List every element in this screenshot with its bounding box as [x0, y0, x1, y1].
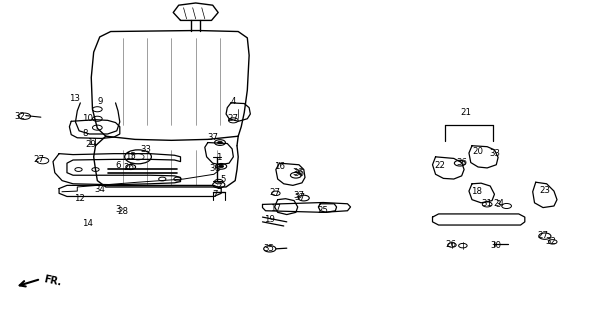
Text: 20: 20 — [473, 147, 484, 156]
Text: 34: 34 — [95, 185, 106, 194]
Text: 27: 27 — [537, 231, 548, 240]
Text: 37: 37 — [207, 133, 218, 142]
Text: 4: 4 — [231, 97, 236, 106]
Text: 1: 1 — [216, 153, 221, 162]
Text: 33: 33 — [140, 145, 151, 154]
Text: 17: 17 — [270, 204, 281, 213]
Text: 12: 12 — [74, 194, 85, 203]
Text: 36: 36 — [292, 168, 303, 177]
Text: 7: 7 — [212, 190, 218, 199]
Text: 32: 32 — [14, 112, 25, 121]
Text: 36: 36 — [293, 169, 304, 178]
Text: 29: 29 — [86, 140, 97, 149]
Text: 28: 28 — [117, 207, 128, 216]
Text: 16: 16 — [274, 162, 285, 171]
Text: FR.: FR. — [43, 274, 62, 287]
Text: 13: 13 — [69, 94, 80, 103]
Text: 27: 27 — [228, 114, 239, 123]
Text: 2: 2 — [216, 181, 221, 190]
Text: 26: 26 — [123, 164, 134, 172]
Text: 35: 35 — [263, 244, 274, 253]
Text: 3: 3 — [495, 200, 501, 209]
Text: 31: 31 — [482, 199, 493, 208]
Text: 30: 30 — [491, 241, 502, 250]
Text: 15: 15 — [124, 152, 135, 161]
Text: 9: 9 — [97, 97, 102, 106]
Text: 10: 10 — [82, 114, 93, 123]
Text: 18: 18 — [471, 187, 482, 196]
Text: 37: 37 — [293, 191, 304, 200]
Circle shape — [219, 165, 224, 168]
Text: 36: 36 — [210, 164, 221, 173]
Text: 6: 6 — [115, 161, 121, 170]
Text: 27: 27 — [269, 188, 280, 197]
Text: 21: 21 — [461, 108, 472, 117]
Text: 11: 11 — [87, 138, 98, 147]
Circle shape — [218, 141, 223, 144]
Text: 24: 24 — [494, 199, 505, 208]
Text: 33: 33 — [489, 148, 500, 157]
Text: 5: 5 — [220, 174, 226, 184]
Text: 3: 3 — [115, 205, 121, 214]
Text: 14: 14 — [82, 219, 93, 228]
Text: 27: 27 — [34, 156, 45, 164]
Text: 36: 36 — [456, 158, 467, 167]
Text: 23: 23 — [539, 186, 550, 195]
Text: 37: 37 — [295, 193, 306, 202]
Text: 26: 26 — [445, 240, 456, 249]
Text: 32: 32 — [545, 237, 556, 246]
Text: 25: 25 — [318, 206, 329, 215]
Text: 8: 8 — [82, 130, 88, 139]
Text: 19: 19 — [264, 215, 275, 224]
Text: 22: 22 — [434, 161, 445, 170]
